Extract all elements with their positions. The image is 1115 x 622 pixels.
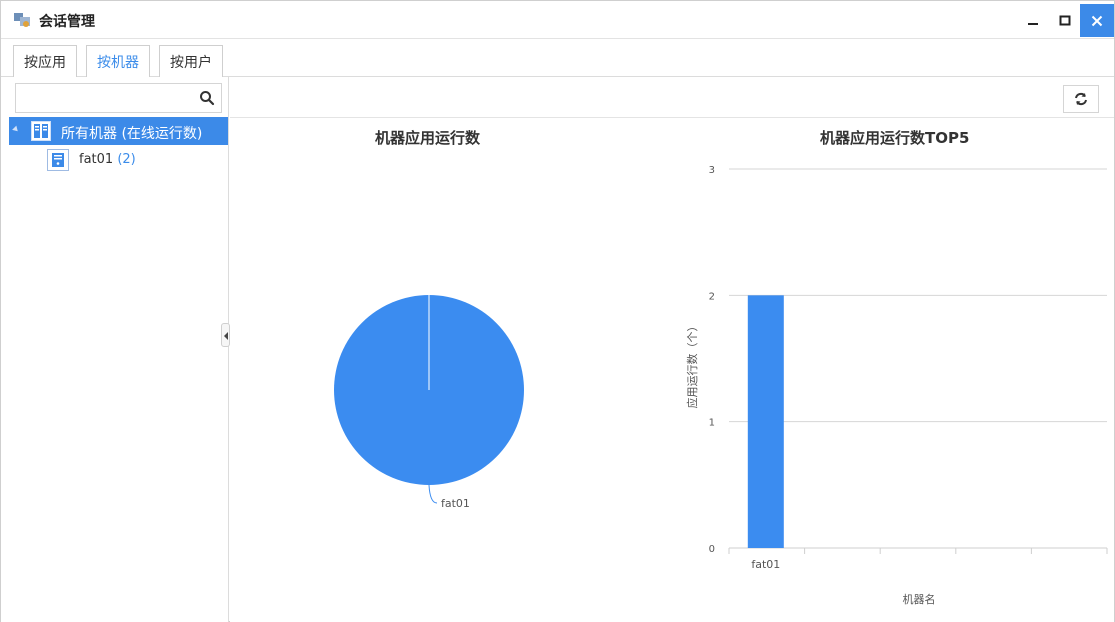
search-box bbox=[15, 83, 222, 113]
refresh-icon bbox=[1075, 92, 1087, 106]
minimize-icon bbox=[1028, 23, 1038, 25]
tree-item-all-machines[interactable]: 所有机器 (在线运行数) bbox=[9, 117, 228, 145]
maximize-button[interactable] bbox=[1050, 6, 1080, 34]
minimize-button[interactable] bbox=[1018, 6, 1048, 34]
search-input[interactable] bbox=[16, 84, 194, 112]
tab-by-user[interactable]: 按用户 bbox=[159, 45, 223, 77]
machine-count: (2) bbox=[117, 152, 136, 167]
machine-name: fat01 bbox=[79, 152, 114, 167]
bar-y-axis-label: 应用运行数（个） bbox=[685, 321, 699, 409]
machine-sidebar: 所有机器 (在线运行数) fat01 (2) bbox=[1, 77, 229, 622]
server-group-icon bbox=[31, 121, 51, 141]
bar-y-tick-label: 1 bbox=[709, 418, 715, 429]
server-icon bbox=[47, 149, 69, 171]
chart-toolbar bbox=[230, 77, 1114, 118]
tree-item-fat01[interactable]: fat01 (2) bbox=[47, 149, 217, 173]
tree-expand-icon[interactable] bbox=[12, 125, 20, 134]
close-button[interactable] bbox=[1080, 4, 1114, 37]
bar-y-tick-label: 0 bbox=[709, 544, 715, 555]
sidebar-collapse-handle[interactable] bbox=[221, 323, 230, 347]
bar-x-axis-label: 机器名 bbox=[903, 592, 936, 606]
close-icon bbox=[1091, 15, 1103, 26]
pie-chart-title: 机器应用运行数 bbox=[375, 129, 481, 147]
bar-x-tick-label: fat01 bbox=[751, 558, 780, 571]
tree-node-label: fat01 (2) bbox=[79, 152, 136, 167]
bar-chart-title: 机器应用运行数TOP5 bbox=[820, 129, 970, 147]
bar-rect bbox=[747, 295, 784, 548]
tab-by-app[interactable]: 按应用 bbox=[13, 45, 77, 77]
title-bar: 会话管理 bbox=[1, 1, 1114, 39]
chart-panel: 机器应用运行数 机器应用运行数TOP5 fat01 0 1 2 3 fat01 机器名 应用运… bbox=[230, 77, 1114, 622]
bar-y-tick-label: 3 bbox=[709, 165, 715, 176]
pie-slice-label: fat01 bbox=[441, 497, 470, 510]
charts-canvas: fat01 0 1 2 3 fat01 机器名 应用运行数（个） bbox=[334, 165, 1108, 606]
bar-y-tick-label: 2 bbox=[709, 291, 715, 302]
tab-bar: 按应用 按机器 按用户 bbox=[1, 39, 1114, 78]
refresh-button[interactable] bbox=[1063, 85, 1099, 113]
pie-leader-line bbox=[428, 484, 438, 504]
session-app-icon bbox=[14, 13, 30, 27]
window-title: 会话管理 bbox=[39, 14, 95, 30]
tab-by-machine[interactable]: 按机器 bbox=[86, 45, 150, 78]
tree-root-label: 所有机器 (在线运行数) bbox=[61, 126, 203, 142]
maximize-icon bbox=[1059, 15, 1071, 26]
collapse-left-icon bbox=[224, 332, 228, 340]
search-icon[interactable] bbox=[199, 90, 215, 106]
